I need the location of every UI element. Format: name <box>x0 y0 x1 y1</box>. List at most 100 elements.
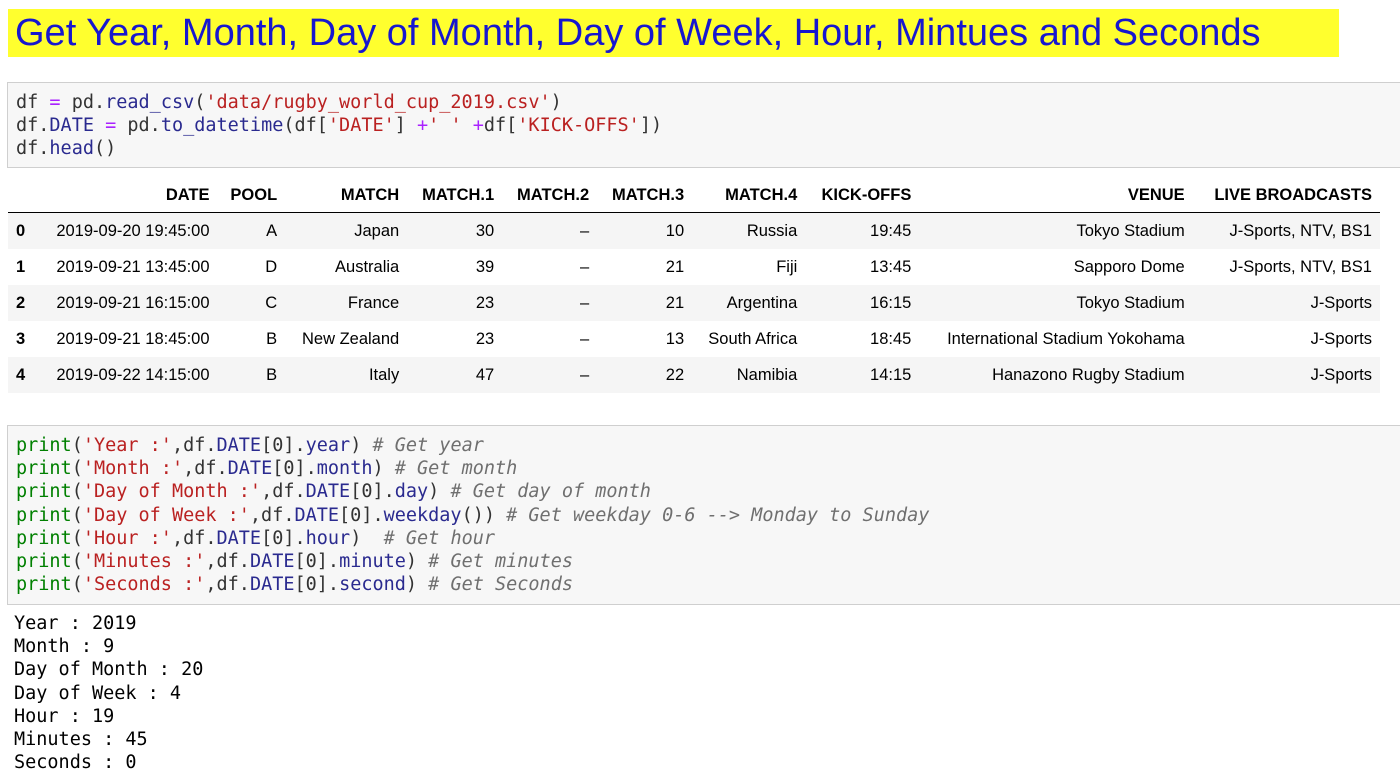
code-token: 'Month :' <box>82 458 184 480</box>
table-header-row: DATE POOL MATCH MATCH.1 MATCH.2 MATCH.3 MATCH.… <box>8 178 1380 213</box>
row-index: 4 <box>16 365 26 384</box>
code-line: df.DATE = pd.to_datetime(df['DATE'] +' '… <box>16 114 1400 137</box>
code-token: 'Day of Week :' <box>82 504 250 526</box>
code-token: (df[ <box>283 115 328 137</box>
table-cell: 23 <box>475 293 495 312</box>
table-cell: New Zealand <box>301 329 400 348</box>
code-token: ( <box>71 481 83 503</box>
code-token: + <box>472 115 484 137</box>
row-index: 1 <box>16 257 26 276</box>
code-token: [0]. <box>261 527 306 549</box>
column-header: DATE <box>35 178 218 213</box>
row-index: 2 <box>16 293 26 312</box>
code-token: ( <box>194 92 206 113</box>
code-token: df <box>16 92 50 113</box>
code-token <box>462 115 473 136</box>
code-cell-read-csv[interactable]: df = pd.read_csv('data/rugby_world_cup_2… <box>7 82 1400 168</box>
code-token: () <box>93 138 117 160</box>
row-index: 0 <box>16 221 26 240</box>
code-token: year <box>305 435 351 456</box>
column-header: MATCH <box>285 178 408 213</box>
code-token: ,df. <box>205 550 250 572</box>
code-line: print('Day of Month :',df.DATE[0].day) #… <box>16 480 1400 503</box>
code-token: DATE <box>216 435 262 456</box>
table-cell: 47 <box>475 365 495 384</box>
table-cell: Tokyo Stadium <box>1076 293 1185 312</box>
code-token: ( <box>71 435 83 456</box>
table-cell: A <box>266 221 278 240</box>
code-line: print('Hour :',df.DATE[0].hour) # Get ho… <box>16 527 1400 550</box>
code-token: [0]. <box>339 504 384 526</box>
table-cell: 13:45 <box>870 257 912 276</box>
table-cell: Argentina <box>726 293 798 312</box>
code-token: ()) <box>461 504 507 526</box>
code-token: hour <box>305 527 351 549</box>
code-token: ,df. <box>261 481 306 503</box>
code-token: 'KICK-OFFS' <box>517 115 640 137</box>
output-line: Minutes : 45 <box>14 729 148 751</box>
code-token: DATE <box>227 458 273 480</box>
code-token: # Get Seconds <box>428 574 573 596</box>
code-token: ,df. <box>171 527 217 549</box>
page-title: Get Year, Month, Day of Month, Day of We… <box>8 9 1339 57</box>
code-token: day <box>394 481 429 503</box>
table-cell: South Africa <box>708 329 798 348</box>
table-cell: 21 <box>665 257 685 276</box>
code-token: minute <box>339 550 406 572</box>
code-line: print('Month :',df.DATE[0].month) # Get … <box>16 457 1400 480</box>
code-token: ,df. <box>183 458 228 480</box>
code-token: month <box>316 458 373 480</box>
code-token: pd. <box>60 92 106 113</box>
table-cell: B <box>266 365 278 384</box>
table-cell: 13 <box>665 329 685 348</box>
code-token: # Get minutes <box>428 550 573 572</box>
code-token: # Get hour <box>383 527 496 549</box>
code-token: DATE <box>216 527 262 549</box>
row-index: 3 <box>16 329 26 348</box>
code-token: ( <box>71 574 83 596</box>
table-cell: Italy <box>368 365 400 384</box>
cell-output: Year : 2019 Month : 9 Day of Month : 20 Day… <box>14 612 203 774</box>
code-token: df. <box>16 115 50 137</box>
code-line: print('Year :',df.DATE[0].year) # Get ye… <box>16 434 1400 457</box>
code-token: ,df. <box>249 504 295 526</box>
code-token: print <box>16 504 72 526</box>
table-cell: Namibia <box>736 365 798 384</box>
table-cell: 22 <box>665 365 685 384</box>
code-token: ) <box>405 574 429 596</box>
code-token: print <box>16 481 72 503</box>
code-token: [0]. <box>272 458 317 480</box>
code-cell-print-datetime[interactable]: print('Year :',df.DATE[0].year) # Get ye… <box>7 425 1400 605</box>
code-token: 'Year :' <box>82 435 172 456</box>
code-token: df[ <box>483 115 518 137</box>
column-header: MATCH.4 <box>692 178 806 213</box>
code-token: [0]. <box>350 481 395 503</box>
table-cell: 2019-09-21 16:15:00 <box>56 293 210 312</box>
table-cell: 2019-09-20 19:45:00 <box>56 221 210 240</box>
code-token: [0]. <box>261 435 306 456</box>
code-token: ( <box>71 527 83 549</box>
code-token: # Get year <box>372 435 484 456</box>
table-cell: – <box>579 257 590 276</box>
code-token: 'Day of Month :' <box>82 481 262 503</box>
code-token: print <box>16 527 72 549</box>
code-token: ( <box>71 550 83 572</box>
table-cell: 23 <box>475 329 495 348</box>
code-token: ( <box>71 458 83 480</box>
code-token: print <box>16 550 72 572</box>
code-line: print('Seconds :',df.DATE[0].second) # G… <box>16 573 1400 596</box>
code-token: ,df. <box>205 574 250 596</box>
column-header <box>8 178 36 213</box>
code-token: = <box>105 115 117 137</box>
code-line: print('Day of Week :',df.DATE[0].weekday… <box>16 504 1400 527</box>
code-token: DATE <box>294 504 340 526</box>
code-token: ( <box>71 504 83 526</box>
code-token: head <box>49 138 94 160</box>
code-token: print <box>16 458 72 480</box>
table-row: 4 2019-09-22 14:15:00 B Italy 47 – 22 Namibia 14… <box>8 357 1380 393</box>
code-token: # Get day of month <box>450 481 651 503</box>
code-line: df = pd.read_csv('data/rugby_world_cup_2… <box>16 91 1400 114</box>
code-token <box>94 115 105 136</box>
output-line: Year : 2019 <box>14 613 137 634</box>
table-row: 0 2019-09-20 19:45:00 A Japan 30 – 10 Russia 19:… <box>8 212 1380 249</box>
